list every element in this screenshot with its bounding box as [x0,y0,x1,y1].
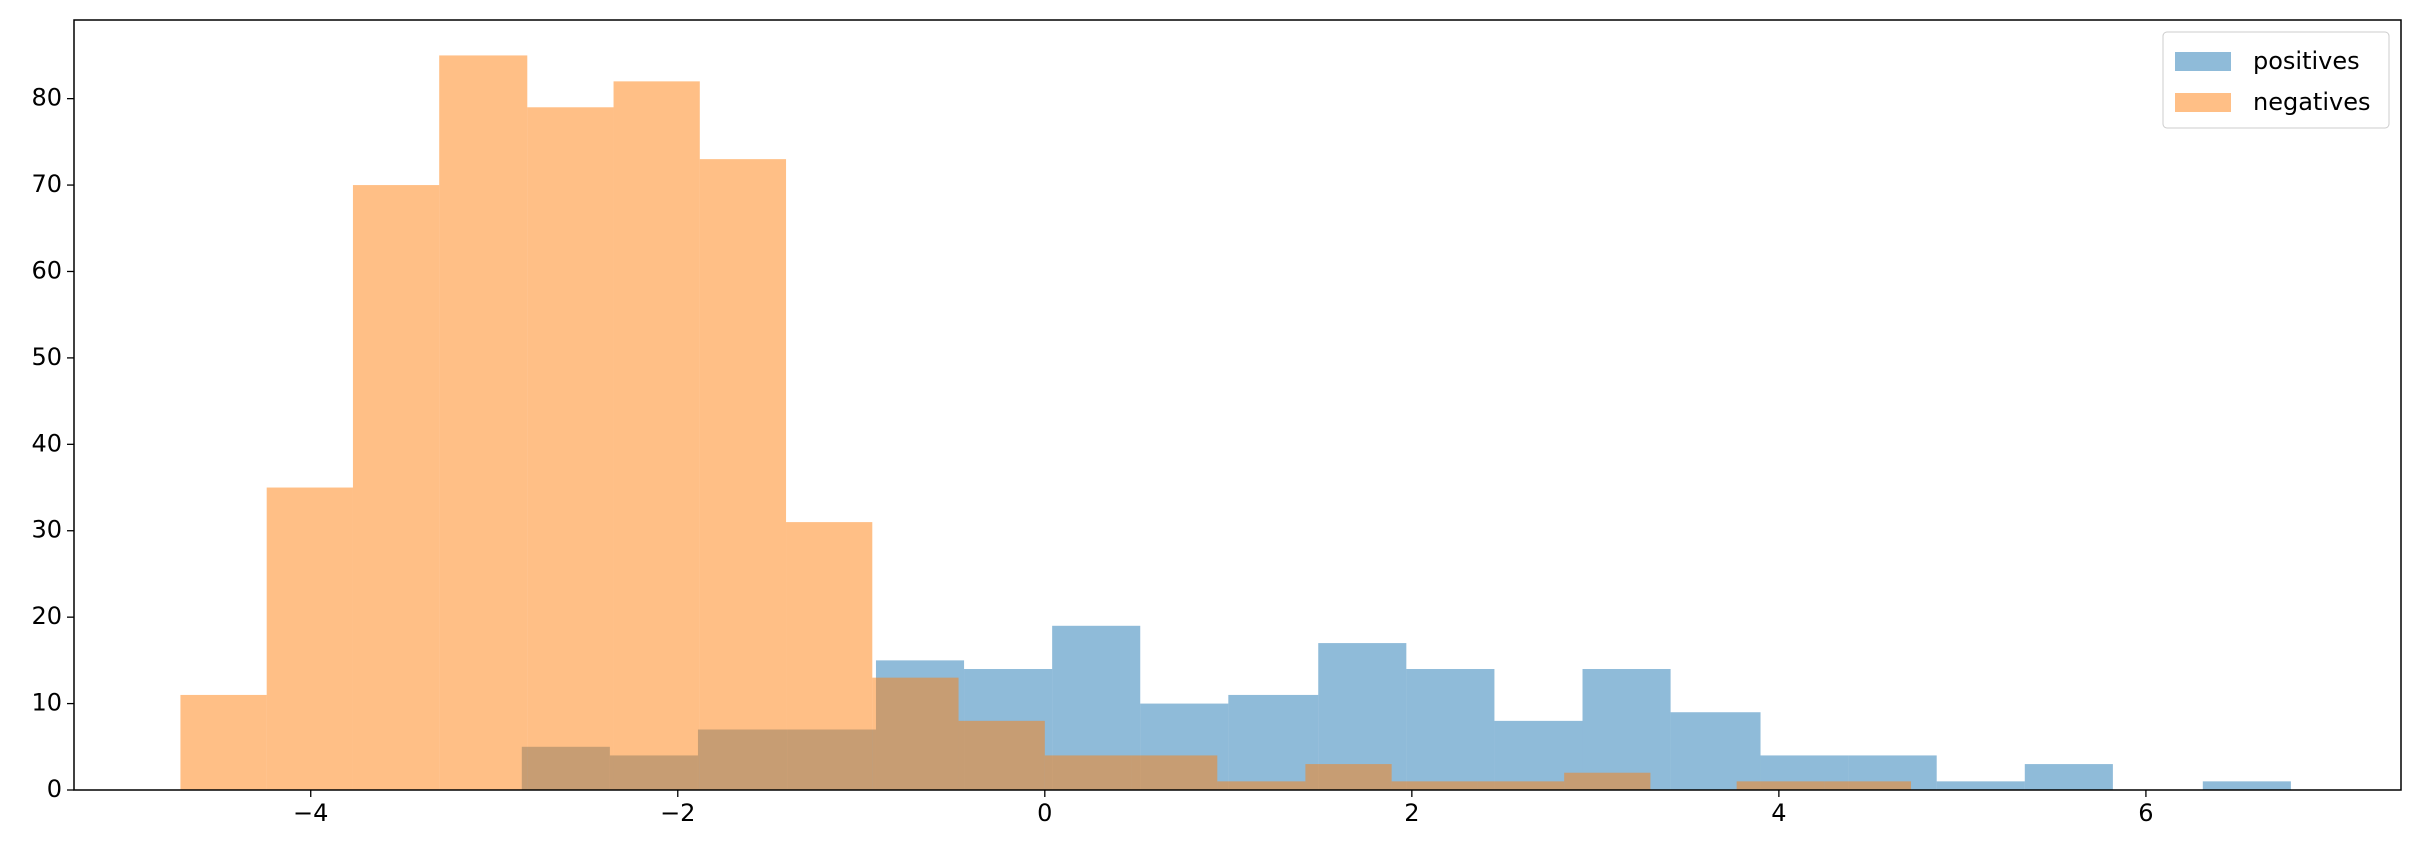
y-tick-label: 40 [31,429,62,457]
bar [266,487,353,790]
bar [1582,669,1671,790]
bar [527,107,614,791]
bar [1044,755,1132,790]
bar [872,677,959,790]
bar [1131,755,1218,790]
bar [1305,764,1392,790]
x-tick-label: −4 [293,799,328,827]
y-tick-label: 60 [31,256,62,284]
y-tick-label: 20 [31,602,62,630]
plot-frame [73,19,2402,791]
y-tick-label: 0 [47,775,62,803]
bar [439,55,528,790]
bar [2024,764,2113,790]
legend-label: positives [2253,47,2360,75]
x-tick-label: 0 [1037,799,1052,827]
bar [352,185,440,791]
legend-label: negatives [2253,88,2370,116]
x-tick-label: 2 [1404,799,1419,827]
y-tick-label: 10 [31,689,62,717]
legend-swatch [2175,52,2231,71]
bar [613,81,700,790]
y-tick-label: 80 [31,84,62,112]
bar [1936,781,2025,790]
bar [958,720,1045,790]
y-tick-label: 70 [31,170,62,198]
x-tick-label: 6 [2138,799,2153,827]
y-tick-label: 50 [31,343,62,371]
bar [1670,712,1761,790]
bar [1217,781,1306,790]
x-tick-label: −2 [660,799,695,827]
bar [1391,781,1478,790]
bar [1824,781,1912,790]
x-tick-label: 4 [1771,799,1786,827]
bar [1564,772,1651,790]
bar [180,694,267,790]
bar [1228,694,1319,790]
bar [1736,781,1825,790]
legend-swatch [2175,93,2231,112]
y-tick-label: 30 [31,516,62,544]
bar [1406,669,1495,790]
bar [1477,781,1565,790]
bar [2202,781,2291,790]
bar [699,159,787,790]
bar [786,522,873,790]
